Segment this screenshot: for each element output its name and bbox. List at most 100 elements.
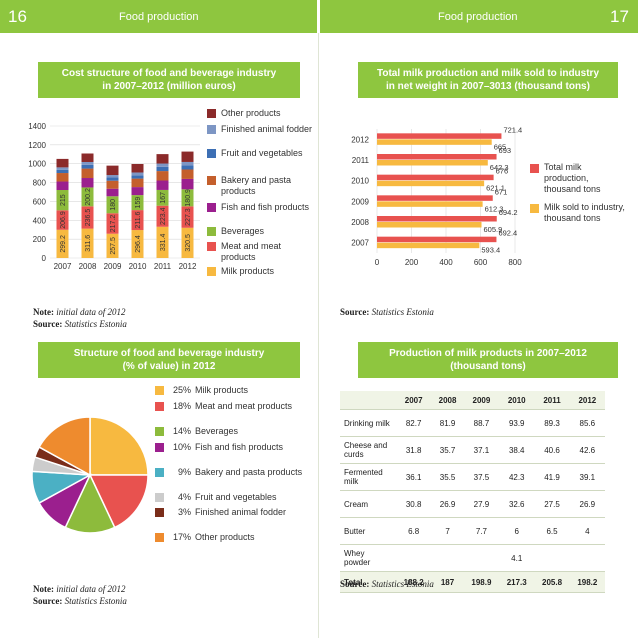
table-cell: 36.1 xyxy=(396,463,432,491)
legend-percent: 10% xyxy=(172,442,191,452)
y-tick-label: 600 xyxy=(33,197,47,206)
bar xyxy=(377,139,492,145)
table-cell: 6 xyxy=(499,517,535,545)
table-cell: 39.1 xyxy=(569,463,605,491)
data-label: 642.3 xyxy=(490,163,509,172)
table-row: Cream 30.8 26.9 27.9 32.6 27.5 26.9 xyxy=(340,490,605,518)
left-header-bar xyxy=(0,0,317,33)
table4-title-line1: Production of milk products in 2007–2012 xyxy=(389,348,587,359)
bar xyxy=(377,236,497,243)
bar xyxy=(377,195,493,201)
bar-segment xyxy=(106,180,119,189)
bar-segment xyxy=(106,196,119,214)
chart2-note: Source: Statistics Estonia xyxy=(340,306,434,318)
bar-segment xyxy=(56,173,69,182)
legend-percent: 14% xyxy=(172,426,191,436)
x-tick-label: 2009 xyxy=(104,262,122,271)
legend-label: Total milk production, thousand tons xyxy=(544,162,601,194)
table-cell: 30.8 xyxy=(396,490,432,518)
table-cell: 6.8 xyxy=(396,517,432,545)
table-cell: 93.9 xyxy=(499,409,535,437)
data-label: 621.1 xyxy=(486,184,505,193)
bar-segment xyxy=(81,161,94,165)
table-row: Cheese and curds 31.8 35.7 37.1 38.4 40.6 42.6 xyxy=(340,436,605,464)
x-tick-label: 200 xyxy=(405,258,419,267)
bar-segment xyxy=(106,213,119,234)
row-label: Whey powder xyxy=(340,544,396,572)
row-label: Butter xyxy=(340,517,396,545)
pie-slice xyxy=(89,416,149,476)
legend-swatch xyxy=(155,443,164,452)
data-label: 331.4 xyxy=(160,234,167,252)
chart2-title-line1: Total milk production and milk sold to i… xyxy=(376,68,600,79)
bar xyxy=(377,216,497,222)
bar-segment xyxy=(156,166,169,172)
chart3-note-label: Note: xyxy=(33,584,54,594)
legend-swatch xyxy=(155,508,164,517)
column-header: 2007 xyxy=(396,391,432,410)
table-cell: 27.5 xyxy=(534,490,570,518)
row-label: Total xyxy=(340,571,396,593)
bar-segment xyxy=(56,167,69,170)
cost-structure-chart: 0 200 400 600 800 1000 1200 1400 299.2 206.9 215 20… xyxy=(28,122,200,271)
y-tick-label: 1400 xyxy=(28,122,46,131)
data-label: 227.3 xyxy=(185,208,192,226)
table-cell: 7.7 xyxy=(463,517,500,545)
chart1-title-line1: Cost structure of food and beverage indu… xyxy=(61,68,277,79)
table-cell xyxy=(396,544,432,572)
legend-label: Other products xyxy=(221,108,281,118)
table-cell: 26.9 xyxy=(431,490,464,518)
bar-segment xyxy=(131,172,144,176)
data-label: 296.4 xyxy=(135,235,142,253)
bar xyxy=(377,174,494,181)
table-cell: 40.6 xyxy=(534,436,570,464)
industry-structure-legend: 25% Milk products 18% Meat and meat product… xyxy=(155,385,315,550)
chart3-source-label: Source: xyxy=(33,596,63,606)
table-cell xyxy=(431,544,464,572)
bar-segment xyxy=(131,178,144,188)
milk-production-chart: 0 200 400 600 800 2012 721.4 665 2011 693 642.3 201… xyxy=(351,125,522,267)
y-tick-label: 200 xyxy=(33,235,47,244)
legend-label: Bakery and pasta products xyxy=(221,175,292,196)
legend-label: Meat and meat products xyxy=(221,241,282,262)
x-tick-label: 800 xyxy=(508,258,522,267)
table-cell xyxy=(463,544,500,572)
table-cell: 38.4 xyxy=(499,436,535,464)
bar-segment xyxy=(81,206,94,229)
table-cell: 37.1 xyxy=(463,436,500,464)
data-label: 320.5 xyxy=(185,234,192,252)
data-label: 167 xyxy=(160,192,167,204)
y-tick-label: 1200 xyxy=(28,141,46,150)
bar xyxy=(377,180,485,187)
bar-segment xyxy=(181,178,194,190)
column-header xyxy=(340,391,396,410)
bar-segment xyxy=(131,175,144,179)
right-header-bar xyxy=(320,0,638,33)
legend-swatch xyxy=(155,493,164,502)
legend-swatch xyxy=(155,468,164,477)
table-cell: 188.2 xyxy=(396,571,432,593)
legend-swatch xyxy=(207,125,216,134)
table-cell: 198.2 xyxy=(569,571,605,593)
table-row: Whey powder 4.1 xyxy=(340,544,605,572)
table4-title: Production of milk products in 2007–2012… xyxy=(358,342,618,378)
left-section-label: Food production xyxy=(119,11,199,23)
y-tick-label: 800 xyxy=(33,179,47,188)
data-label: 299.2 xyxy=(60,235,67,253)
legend-percent: 17% xyxy=(172,532,191,542)
bar-segment xyxy=(81,228,94,258)
data-label: 612.3 xyxy=(485,204,504,213)
bar-segment xyxy=(181,206,194,228)
table-cell: 42.6 xyxy=(569,436,605,464)
legend-label: Beverages xyxy=(195,426,239,436)
table-cell: 89.3 xyxy=(534,409,570,437)
x-tick-label: 2008 xyxy=(79,262,97,271)
legend-swatch xyxy=(207,227,216,236)
column-header: 2008 xyxy=(431,391,464,410)
bar-segment xyxy=(56,190,69,211)
bar-segment xyxy=(81,178,94,188)
table-cell: 4.1 xyxy=(499,544,535,572)
table-cell: 32.6 xyxy=(499,490,535,518)
table-cell: 187 xyxy=(431,571,464,593)
bar-segment xyxy=(181,189,194,207)
